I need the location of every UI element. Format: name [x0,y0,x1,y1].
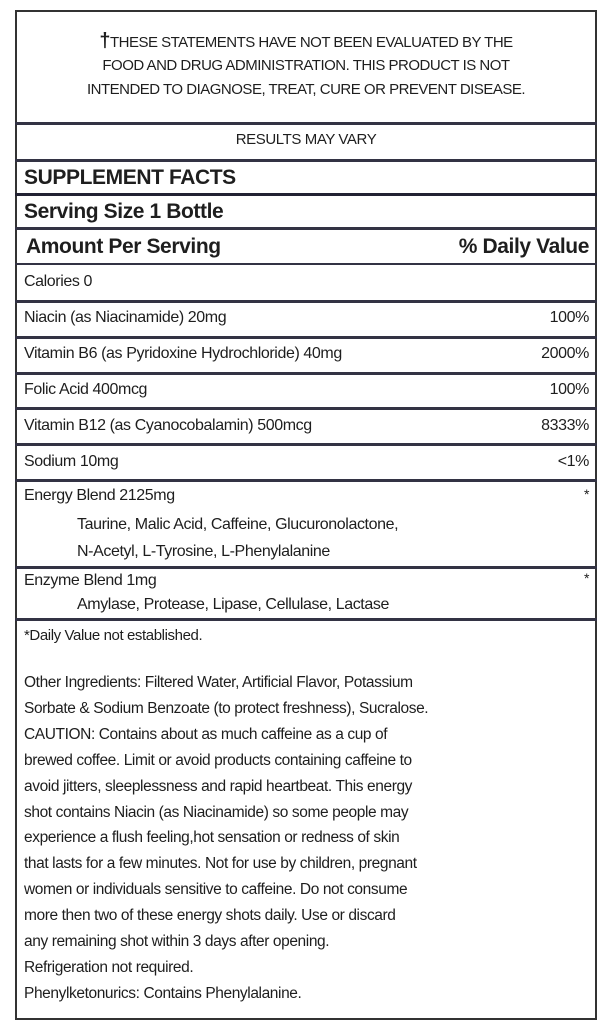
nutrient-name: Sodium 10mg [24,453,119,470]
nutrient-name: Vitamin B6 (as Pyridoxine Hydrochloride)… [24,345,342,362]
serving-size: Serving Size 1 Bottle [24,200,224,223]
nutrient-dv: 100% [549,309,590,326]
divider [15,300,597,303]
results-note: RESULTS MAY VARY [235,131,377,148]
divider [15,193,597,196]
divider [15,443,597,446]
blend-ingredients: N-Acetyl, L-Tyrosine, L-Phenylalanine [77,543,330,560]
divider [15,566,597,569]
amount-per-serving-header: Amount Per Serving [26,235,221,258]
calories: Calories 0 [24,273,93,290]
disclaimer-line-3: INTENDED TO DIAGNOSE, TREAT, CURE OR PRE… [86,81,526,98]
blend-name: Enzyme Blend 1mg [24,572,157,589]
nutrient-name: Vitamin B12 (as Cyanocobalamin) 500mcg [24,417,312,434]
divider [15,336,597,339]
nutrient-dv: 100% [549,381,590,398]
supplement-label [15,10,597,1020]
blend-ingredients: Taurine, Malic Acid, Caffeine, Glucurono… [77,516,399,533]
footnote: *Daily Value not established. [24,627,203,644]
nutrient-dv: 2000% [541,345,589,362]
disclaimer-line-1: †THESE STATEMENTS HAVE NOT BEEN EVALUATE… [99,30,513,52]
daily-value-header: % Daily Value [458,235,590,258]
divider [15,159,597,162]
nutrient-name: Niacin (as Niacinamide) 20mg [24,309,227,326]
divider [15,372,597,375]
blend-dv: * [583,570,589,586]
divider [15,407,597,410]
nutrient-dv: <1% [557,453,590,470]
disclaimer-line-2: FOOD AND DRUG ADMINISTRATION. THIS PRODU… [102,57,510,74]
other-ingredients-text: Other Ingredients: Filtered Water, Artif… [24,674,429,1002]
blend-dv: * [583,486,589,502]
panel-title: SUPPLEMENT FACTS [24,166,236,189]
dagger-symbol: † [99,30,110,52]
nutrient-name: Folic Acid 400mcg [24,381,148,398]
divider [15,618,597,621]
divider [15,263,597,265]
blend-ingredients: Amylase, Protease, Lipase, Cellulase, La… [77,596,389,613]
blend-name: Energy Blend 2125mg [24,487,175,504]
divider [15,227,597,230]
nutrient-dv: 8333% [541,417,589,434]
divider [15,479,597,482]
divider [15,122,597,125]
